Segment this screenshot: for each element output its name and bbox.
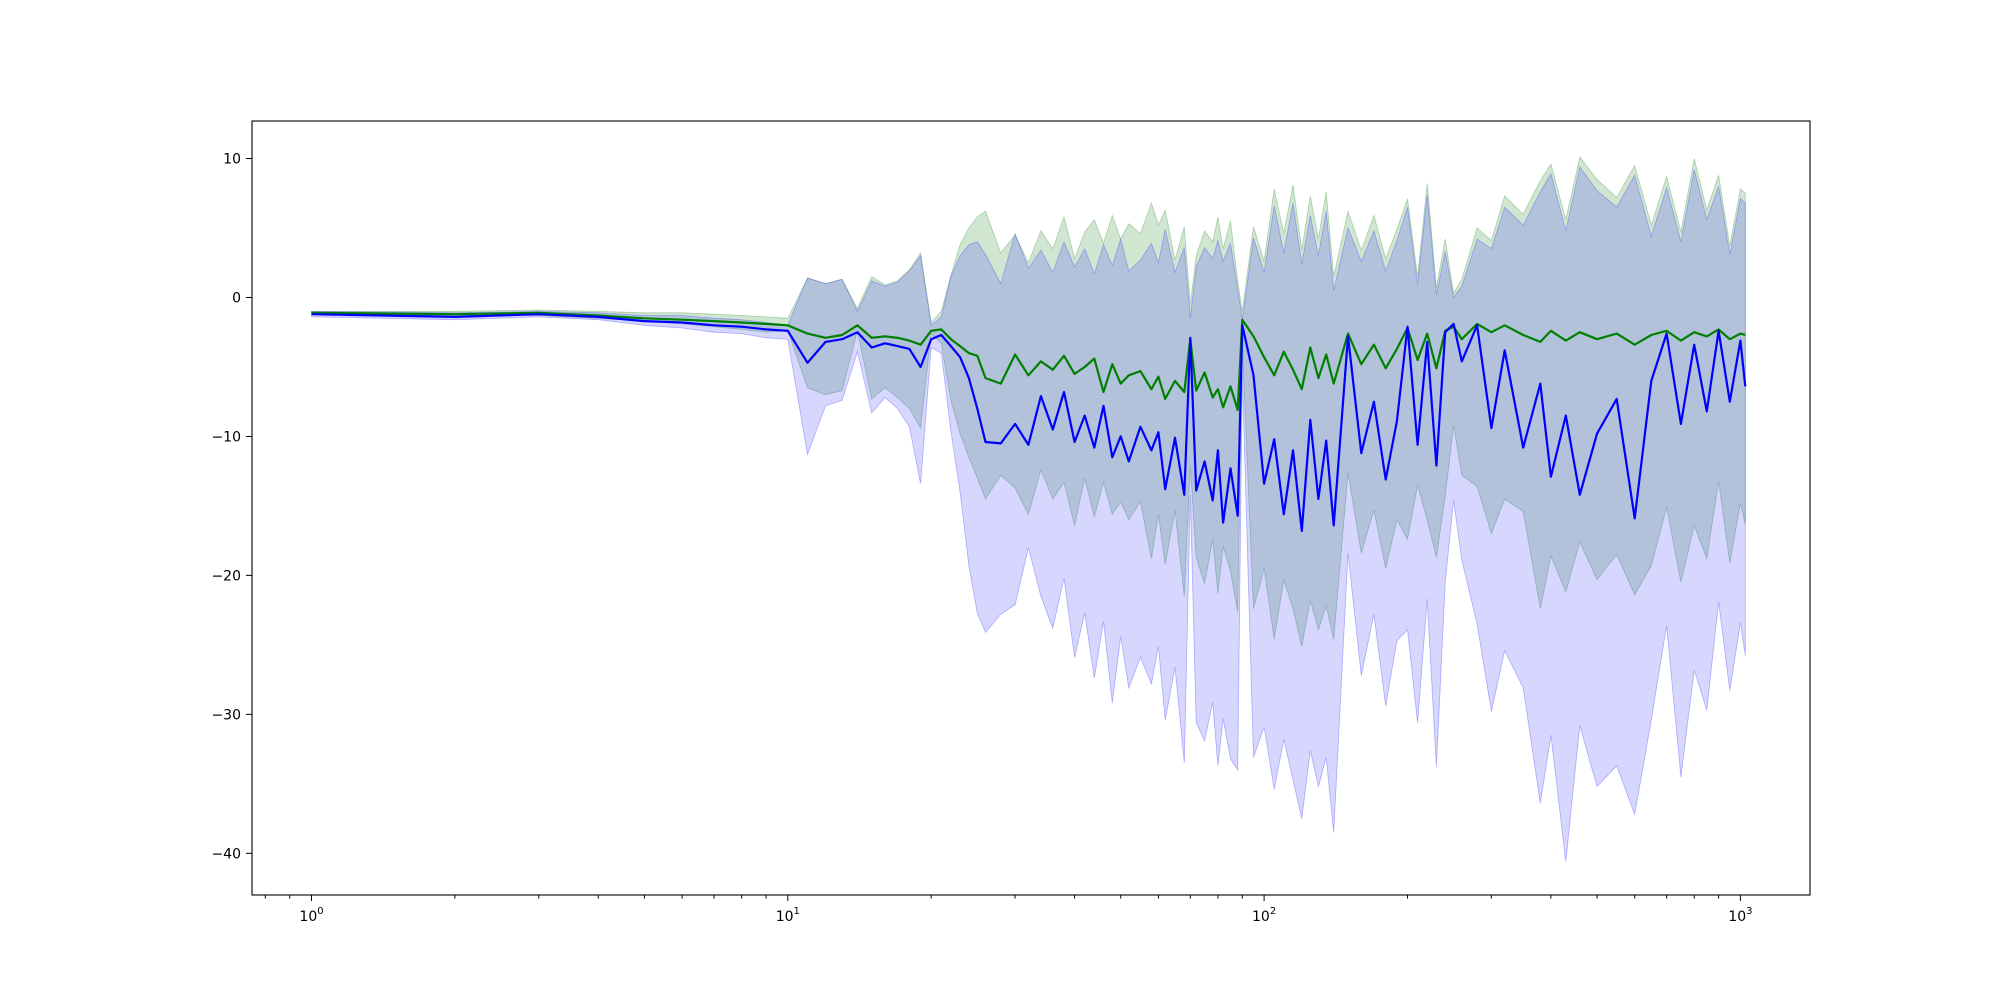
confidence-bands	[311, 156, 1746, 862]
line-series-2	[311, 313, 1747, 533]
x-tick-label: 102	[1252, 906, 1276, 925]
x-axis: 100 101 102 103	[264, 895, 1753, 925]
x-tick-label: 103	[1728, 906, 1752, 925]
y-axis: 10 0 −10 −20 −30 −40	[211, 152, 252, 862]
y-tick-label: 10	[223, 152, 241, 168]
y-tick-label: −20	[211, 568, 241, 584]
y-tick-label: −30	[211, 707, 241, 723]
band-series-2	[311, 165, 1746, 862]
x-tick-label: 100	[299, 906, 323, 925]
plot-area	[311, 156, 1747, 862]
x-tick-label: 101	[776, 906, 800, 925]
y-tick-label: −40	[211, 846, 241, 862]
y-tick-label: −10	[211, 429, 241, 445]
band-series-1	[311, 156, 1746, 647]
axes-frame	[251, 120, 1811, 896]
line-series-1	[311, 311, 1746, 412]
mean-lines	[311, 311, 1747, 533]
y-tick-label: 0	[232, 290, 241, 306]
